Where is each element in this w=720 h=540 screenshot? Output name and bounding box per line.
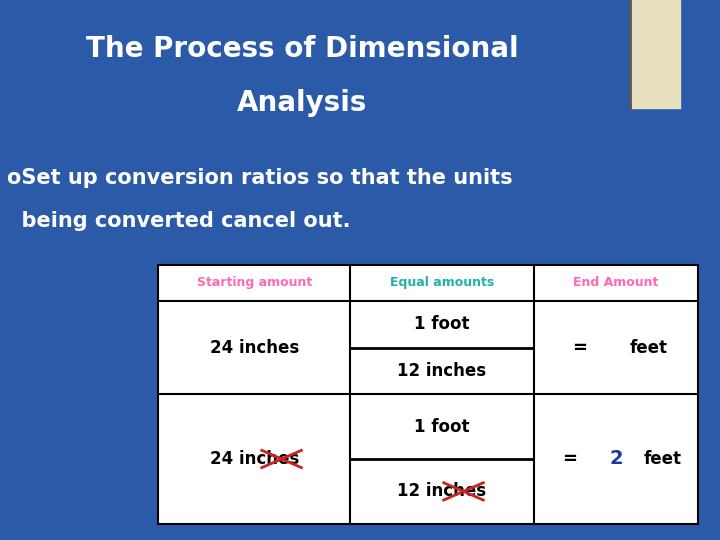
- Text: 24 inches: 24 inches: [210, 339, 299, 356]
- Bar: [158, 265, 698, 524]
- Text: =: =: [562, 450, 577, 468]
- Text: Starting amount: Starting amount: [197, 276, 312, 289]
- Text: 24 inches: 24 inches: [210, 450, 299, 468]
- Text: The Process of Dimensional: The Process of Dimensional: [86, 35, 518, 63]
- Bar: [630, 0, 680, 108]
- Text: 1 foot: 1 foot: [414, 315, 469, 333]
- Text: =: =: [572, 339, 588, 356]
- Text: 2: 2: [609, 449, 623, 469]
- Text: 12 inches: 12 inches: [397, 362, 487, 380]
- Text: Analysis: Analysis: [237, 89, 368, 117]
- Text: being converted cancel out.: being converted cancel out.: [7, 211, 351, 232]
- Text: End Amount: End Amount: [573, 276, 659, 289]
- Text: feet: feet: [630, 339, 668, 356]
- Text: Equal amounts: Equal amounts: [390, 276, 494, 289]
- Text: feet: feet: [643, 450, 681, 468]
- Text: oSet up conversion ratios so that the units: oSet up conversion ratios so that the un…: [7, 168, 513, 188]
- Text: 12 inches: 12 inches: [397, 482, 487, 501]
- Text: 1 foot: 1 foot: [414, 417, 469, 436]
